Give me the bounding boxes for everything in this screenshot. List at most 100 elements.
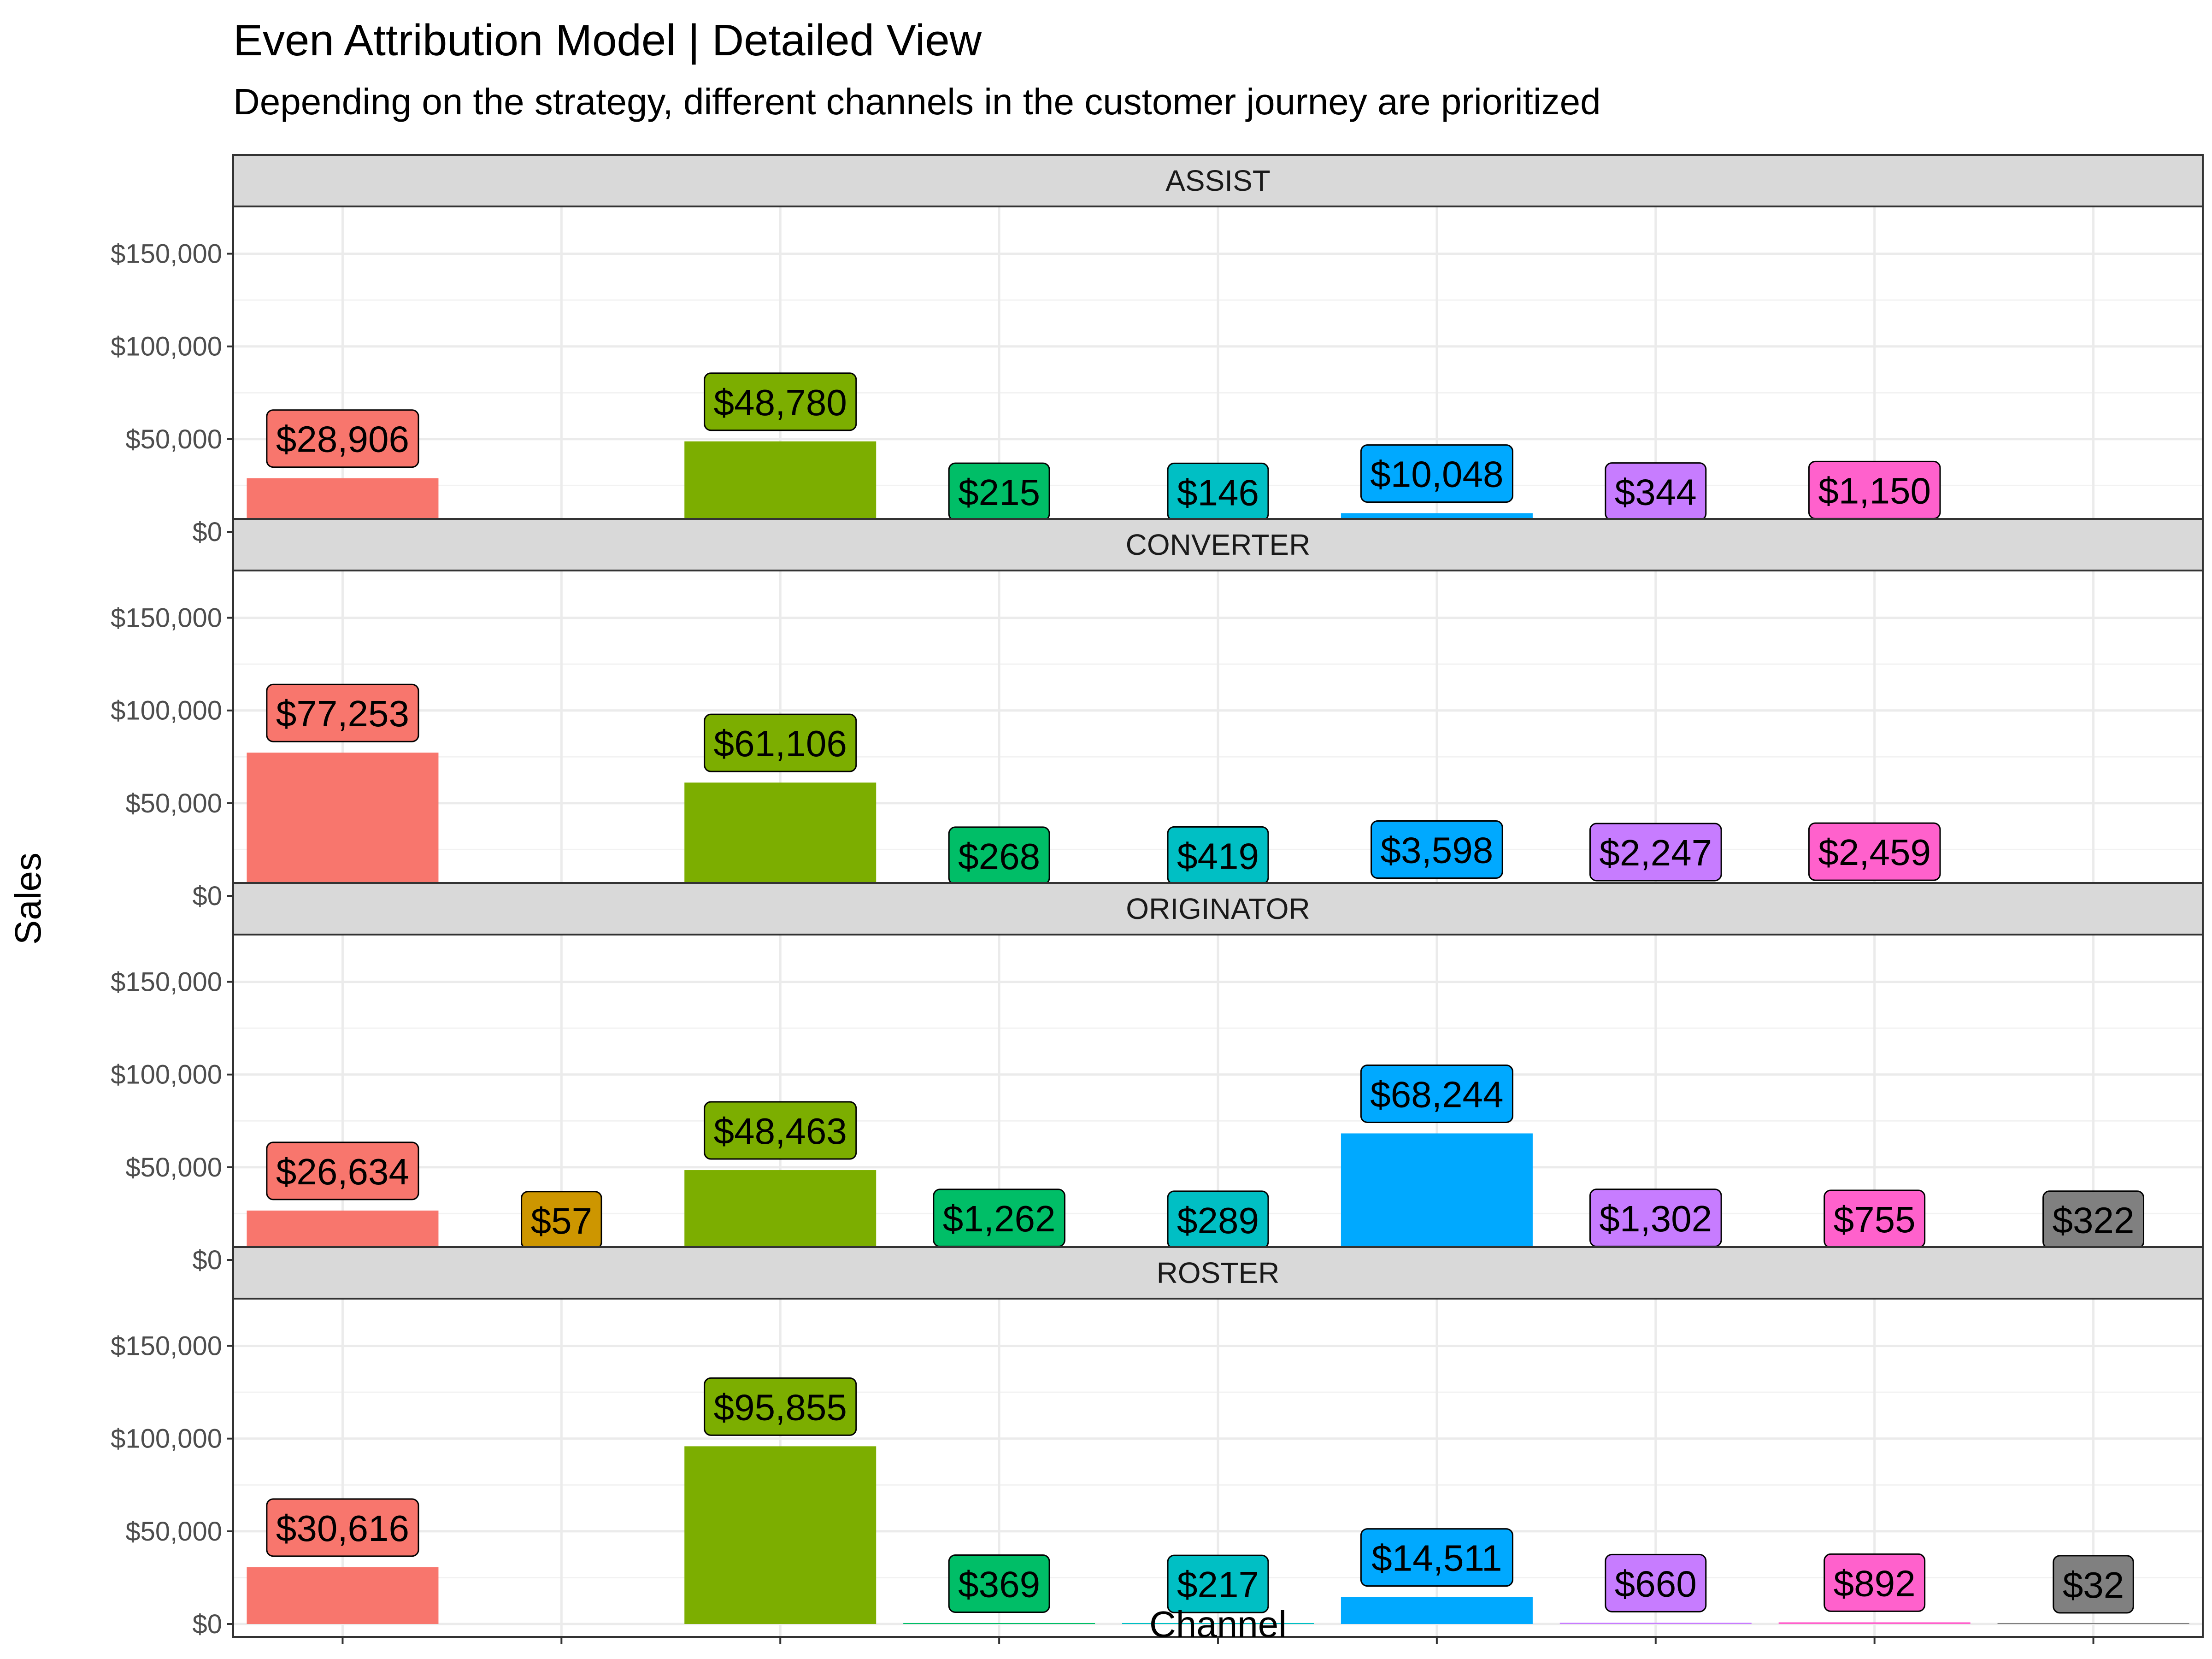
facet-panel-assist: ASSIST $0 $50,000 $100,000 $150,000 $28,906 $4…: [111, 154, 2204, 547]
data-label-value: $146: [1177, 472, 1259, 513]
data-label: $660: [1605, 1553, 1707, 1612]
y-tick-label: $100,000: [111, 696, 222, 726]
data-label-value: $892: [1834, 1563, 1916, 1604]
data-label: $2,247: [1589, 823, 1722, 882]
data-label: $1,302: [1589, 1188, 1722, 1247]
bar: [247, 753, 439, 896]
data-label-value: $1,262: [943, 1198, 1056, 1239]
data-label-box: [1824, 1553, 1926, 1612]
chart-subtitle: Depending on the strategy, different cha…: [233, 81, 1601, 122]
data-label-value: $1,150: [1818, 470, 1931, 511]
x-axis-ticks: [341, 1637, 2094, 1644]
y-tick-label: $100,000: [111, 1060, 222, 1090]
data-label-box: [1167, 1554, 1269, 1613]
data-label-value: $3,598: [1381, 830, 1494, 871]
data-label: $344: [1605, 462, 1707, 521]
data-label-value: $10,048: [1370, 454, 1503, 495]
data-label-box: [1360, 1064, 1513, 1123]
facet-panel-converter: CONVERTER $0 $50,000 $100,000 $150,000 $77,25…: [111, 518, 2204, 911]
data-label-value: $57: [531, 1200, 592, 1241]
data-label-value: $48,780: [714, 382, 847, 423]
data-label: $77,253: [266, 683, 419, 742]
facet-strip: [232, 154, 2204, 207]
bar: [684, 441, 877, 532]
data-label: $26,634: [266, 1141, 419, 1200]
bar: [1997, 1623, 2189, 1624]
data-label: $268: [948, 826, 1050, 885]
data-label: $755: [1824, 1189, 1926, 1248]
data-label-value: $755: [1834, 1199, 1916, 1240]
y-tick-label: $150,000: [111, 967, 222, 997]
y-tick-label: $100,000: [111, 332, 222, 362]
data-label: $2,459: [1808, 822, 1941, 881]
data-label-value: $77,253: [276, 693, 409, 734]
bar: [1559, 1623, 1752, 1624]
data-label: $48,463: [704, 1101, 857, 1160]
data-label: $1,150: [1808, 460, 1941, 519]
data-label-value: $61,106: [714, 723, 847, 764]
bar: [1778, 1622, 1971, 1624]
data-label: $322: [2042, 1190, 2145, 1249]
data-label-box: [2053, 1555, 2134, 1614]
data-label-box: [1605, 1553, 1707, 1612]
y-tick-label: $0: [192, 1609, 222, 1639]
data-label-value: $32: [2063, 1565, 2124, 1606]
data-label: $3,598: [1371, 820, 1503, 879]
data-label-value: $48,463: [714, 1111, 847, 1152]
y-tick-label: $50,000: [125, 424, 222, 454]
data-label-value: $2,459: [1818, 832, 1931, 873]
bar: [903, 1623, 1095, 1624]
data-label-value: $26,634: [276, 1151, 409, 1192]
data-label-box: [1371, 820, 1503, 879]
data-label-box: [1360, 1528, 1513, 1587]
facet-strip-label: ROSTER: [1157, 1256, 1280, 1289]
y-tick-label: $150,000: [111, 603, 222, 633]
facet-panels: ASSIST $0 $50,000 $100,000 $150,000 $28,906 $4…: [111, 154, 2204, 1639]
data-label-box: [948, 1554, 1050, 1613]
bar: [247, 1567, 439, 1624]
facet-strip-label: CONVERTER: [1126, 528, 1311, 561]
data-label-value: $28,906: [276, 419, 409, 460]
data-label: $217: [1167, 1554, 1269, 1613]
data-label-value: $289: [1177, 1200, 1259, 1241]
y-tick-label: $50,000: [125, 1153, 222, 1182]
data-label: $28,906: [266, 409, 419, 468]
bar: [684, 1170, 877, 1260]
y-tick-label: $150,000: [111, 239, 222, 269]
data-label-box: [266, 1498, 419, 1557]
y-tick-label: $150,000: [111, 1331, 222, 1361]
data-label-box: [1360, 444, 1513, 503]
data-label-box: [1589, 823, 1722, 882]
data-label-value: $215: [958, 472, 1040, 513]
facet-strip-label: ORIGINATOR: [1126, 892, 1310, 925]
data-label: $68,244: [1360, 1064, 1513, 1123]
y-tick-label: $50,000: [125, 1517, 222, 1547]
data-label: $419: [1167, 826, 1269, 885]
data-label-value: $344: [1615, 472, 1697, 513]
data-label-box: [266, 683, 419, 742]
data-label-box: [1808, 822, 1941, 881]
y-tick-label: $100,000: [111, 1424, 222, 1454]
chart-title: Even Attribution Model | Detailed View: [233, 16, 982, 65]
y-tick-label: $0: [192, 881, 222, 911]
x-axis-title: Channel: [1149, 1604, 1287, 1645]
data-label: $369: [948, 1554, 1050, 1613]
data-label-value: $68,244: [1370, 1074, 1503, 1115]
facet-strip: [232, 882, 2204, 935]
data-label: $61,106: [704, 713, 857, 772]
data-label: $289: [1167, 1190, 1269, 1249]
data-label: $57: [521, 1191, 602, 1250]
data-label: $892: [1824, 1553, 1926, 1612]
data-label-value: $1,302: [1599, 1198, 1712, 1239]
data-label: $215: [948, 462, 1050, 521]
bar: [684, 782, 877, 896]
y-axis-title: Sales: [7, 853, 48, 945]
data-label-box: [704, 372, 857, 431]
data-label-value: $369: [958, 1564, 1040, 1605]
bar: [1341, 1597, 1533, 1624]
data-label-box: [266, 1141, 419, 1200]
data-label-value: $30,616: [276, 1508, 409, 1549]
y-tick-label: $0: [192, 517, 222, 547]
facet-strip: [232, 1246, 2204, 1300]
